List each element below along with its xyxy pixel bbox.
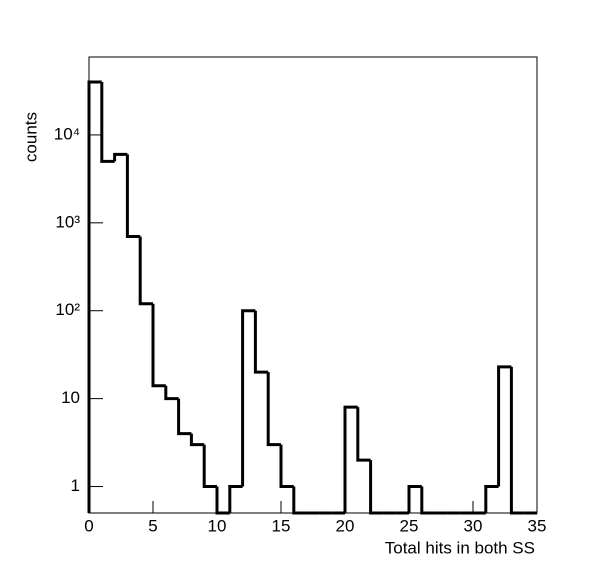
histogram-bin [407, 485, 422, 513]
histogram-bin [509, 366, 525, 515]
y-tick-label: 1 [71, 476, 80, 495]
x-tick-label: 5 [148, 516, 157, 535]
histogram-bin [177, 398, 192, 436]
histogram-bin [343, 405, 358, 513]
histogram-bin [202, 444, 217, 489]
x-tick-label: 30 [464, 516, 483, 535]
y-tick-label: 10 [61, 388, 80, 407]
y-tick-label: 10⁴ [54, 124, 80, 143]
histogram-bin [420, 486, 435, 515]
x-tick-label: 35 [528, 516, 547, 535]
histogram-bin [228, 485, 243, 513]
y-tick-label: 10² [55, 300, 80, 319]
x-tick-label: 10 [208, 516, 227, 535]
histogram-bin [484, 485, 499, 513]
histogram-bin [356, 407, 371, 462]
histogram-bin [113, 152, 128, 162]
y-axis-label: counts [21, 112, 40, 162]
histogram-bin [292, 486, 307, 515]
histogram-bin [215, 486, 230, 515]
x-tick-label: 15 [272, 516, 291, 535]
histogram-bin [125, 154, 141, 238]
histogram-bin [253, 310, 269, 374]
histogram-bin [189, 433, 205, 447]
histogram-bin [266, 372, 281, 447]
x-tick-label: 20 [336, 516, 355, 535]
x-tick-label: 0 [84, 516, 93, 535]
histogram-bin [279, 444, 294, 489]
histogram-bin [151, 303, 166, 388]
histogram-bin [369, 460, 384, 515]
histogram-bin [241, 309, 256, 487]
histogram-bin [100, 82, 115, 163]
histogram-bin [138, 236, 153, 306]
histogram-bin [497, 365, 512, 487]
y-tick-label: 10³ [55, 212, 80, 231]
x-tick-label: 25 [400, 516, 419, 535]
histogram-bin [164, 385, 179, 401]
histogram-bin [87, 80, 102, 513]
x-axis-label: Total hits in both SS [385, 538, 535, 557]
